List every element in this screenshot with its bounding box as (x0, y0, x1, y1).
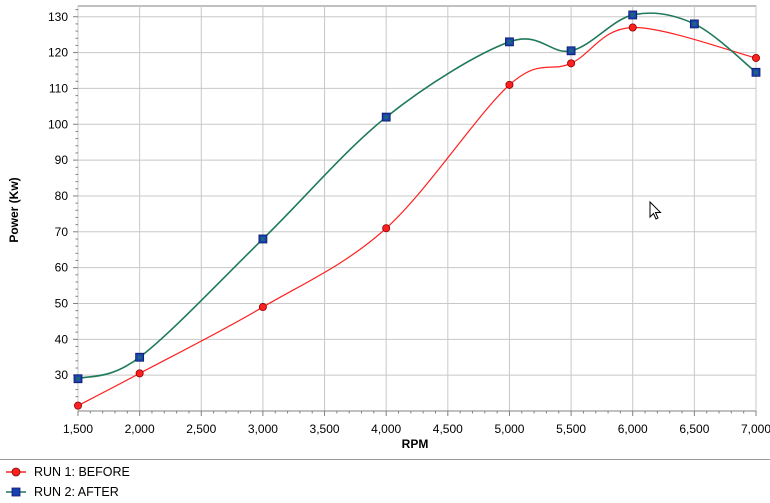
x-tick-label: 4,000 (371, 422, 401, 436)
red-circle-marker-icon (6, 467, 26, 477)
y-tick-label: 130 (48, 10, 68, 24)
legend-label-run-1: RUN 1: BEFORE (34, 465, 130, 479)
series-lines (77, 12, 757, 407)
x-tick-label: 6,000 (618, 422, 648, 436)
y-tick-label: 30 (55, 368, 69, 382)
x-tick-label: 5,500 (556, 422, 586, 436)
x-tick-label: 1,500 (63, 422, 93, 436)
y-tick-label: 70 (55, 225, 69, 239)
y-tick-label: 110 (49, 81, 68, 95)
x-tick-label: 3,500 (310, 422, 340, 436)
x-tick-label: 3,000 (248, 422, 278, 436)
data-point-run-2-inner (76, 376, 80, 381)
legend-label-run-2: RUN 2: AFTER (34, 485, 119, 499)
x-tick-label: 4,500 (433, 422, 463, 436)
series-line-run-2 (77, 12, 757, 380)
data-point-run-1 (567, 59, 576, 68)
data-point-run-1 (258, 303, 267, 312)
data-point-run-1 (752, 53, 761, 62)
data-point-run-2-inner (260, 236, 265, 241)
y-tick-label: 80 (55, 189, 69, 203)
data-point-run-1 (74, 401, 83, 410)
y-tick-label: 50 (55, 296, 69, 310)
y-tick-labels: 30 40 50 60 70 80 90 100 110 120 130 (48, 10, 68, 382)
data-point-run-1 (135, 369, 144, 378)
series-line-run-1 (77, 26, 757, 407)
y-axis-label: Power (Kw) (7, 177, 21, 242)
data-point-run-2-inner (569, 48, 574, 53)
plot-area (77, 5, 757, 412)
data-markers (73, 10, 761, 410)
tick-marks (73, 9, 757, 416)
mouse-cursor-icon (649, 200, 662, 220)
data-point-run-2-inner (692, 21, 697, 26)
data-point-run-2-inner (630, 12, 635, 17)
legend: RUN 1: BEFORE RUN 2: AFTER (0, 459, 770, 503)
x-tick-label: 2,500 (186, 422, 216, 436)
data-point-run-2-inner (137, 355, 142, 360)
blue-square-marker-icon (6, 487, 26, 497)
x-tick-label: 7,000 (741, 422, 770, 436)
legend-item-run-1: RUN 1: BEFORE (6, 463, 130, 481)
y-tick-label: 60 (55, 261, 69, 275)
data-point-run-2-inner (507, 39, 512, 44)
x-tick-label: 6,500 (679, 422, 709, 436)
data-point-run-1 (505, 80, 514, 89)
y-tick-label: 100 (48, 117, 68, 131)
data-point-run-2-inner (384, 115, 389, 120)
legend-item-run-2: RUN 2: AFTER (6, 483, 119, 501)
y-tick-label: 40 (55, 332, 69, 346)
x-tick-labels: 1,500 2,000 2,500 3,000 3,500 4,000 4,500 5,000… (63, 422, 770, 436)
y-tick-label: 90 (55, 153, 69, 167)
x-axis-label: RPM (402, 437, 429, 451)
x-tick-label: 5,000 (494, 422, 524, 436)
data-point-run-1 (382, 224, 391, 233)
data-point-run-1 (628, 23, 637, 32)
y-tick-label: 120 (48, 46, 68, 60)
x-tick-label: 2,000 (125, 422, 155, 436)
data-point-run-2-inner (754, 70, 758, 75)
